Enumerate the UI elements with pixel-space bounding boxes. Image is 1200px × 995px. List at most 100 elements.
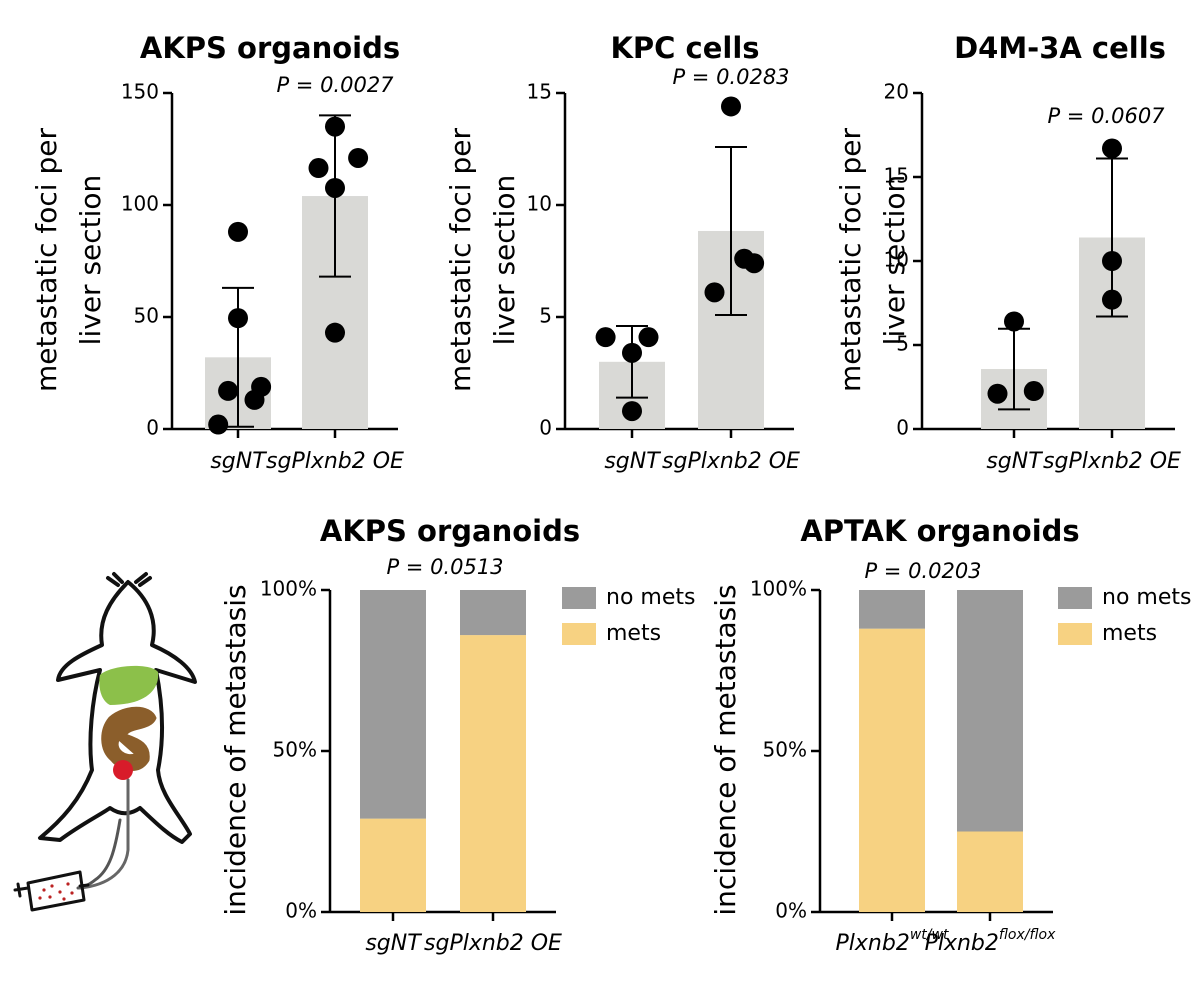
x-tick-label: Plxnb2flox/flox bbox=[925, 927, 1057, 956]
category-superscript: wt/wt bbox=[910, 927, 949, 943]
y-axis-label: incidence of metastasis bbox=[709, 584, 742, 915]
data-point bbox=[208, 414, 229, 435]
bar-segment bbox=[460, 635, 526, 912]
bar-segment bbox=[360, 590, 426, 819]
data-point bbox=[721, 96, 741, 117]
y-tick-label: 0 bbox=[146, 416, 159, 440]
data-point bbox=[218, 380, 239, 401]
data-point bbox=[622, 342, 642, 363]
x-tick-label: Plxnb2wt/wt bbox=[836, 927, 949, 956]
y-tick-label: 0% bbox=[775, 899, 807, 923]
y-tick-label: 50% bbox=[763, 738, 807, 762]
mouse-illustration bbox=[13, 572, 197, 912]
legend-swatch bbox=[1058, 587, 1092, 609]
data-point bbox=[987, 383, 1008, 404]
x-tick-label: sgNT bbox=[986, 449, 1043, 474]
category-name: sgNT bbox=[604, 449, 661, 474]
legend-swatch bbox=[1058, 623, 1092, 645]
bar-segment bbox=[957, 590, 1023, 832]
y-axis-label: liver section bbox=[74, 175, 107, 346]
x-tick-label: sgNT bbox=[604, 449, 661, 474]
y-axis-label: metastatic foci per bbox=[444, 128, 477, 392]
data-point bbox=[228, 308, 248, 329]
bar-segment bbox=[957, 831, 1023, 912]
y-tick-label: 50% bbox=[273, 738, 317, 762]
category-name: sgNT bbox=[365, 931, 422, 956]
legend-swatch bbox=[562, 587, 596, 609]
y-tick-label: 100% bbox=[750, 577, 807, 601]
chart-title: AKPS organoids bbox=[320, 514, 580, 548]
y-tick-label: 0% bbox=[285, 899, 317, 923]
chart-title: AKPS organoids bbox=[140, 31, 400, 65]
y-tick-label: 5 bbox=[896, 332, 909, 356]
y-tick-label: 100 bbox=[121, 192, 159, 216]
y-tick-label: 100% bbox=[260, 577, 317, 601]
legend-label: mets bbox=[606, 621, 661, 646]
legend-label: no mets bbox=[1102, 585, 1191, 610]
y-tick-label: 50 bbox=[134, 304, 159, 328]
category-name: sgPlxnb2 OE bbox=[266, 449, 404, 474]
p-value: P = 0.0283 bbox=[672, 65, 789, 89]
x-tick-label: sgPlxnb2 OE bbox=[662, 449, 800, 474]
chart-title: D4M-3A cells bbox=[954, 31, 1166, 65]
category-superscript: flox/flox bbox=[999, 927, 1056, 943]
x-tick-label: sgPlxnb2 OE bbox=[424, 931, 562, 956]
data-point bbox=[228, 221, 248, 242]
chart-title: APTAK organoids bbox=[800, 514, 1079, 548]
data-point bbox=[1023, 381, 1044, 402]
y-axis-label: metastatic foci per bbox=[834, 128, 867, 392]
y-tick-label: 15 bbox=[884, 164, 909, 188]
x-tick-label: sgPlxnb2 OE bbox=[1043, 449, 1181, 474]
y-axis-label: liver section bbox=[878, 175, 911, 346]
x-tick-label: sgNT bbox=[210, 449, 267, 474]
y-axis-label: incidence of metastasis bbox=[219, 584, 252, 915]
data-point bbox=[1102, 289, 1122, 310]
legend-swatch bbox=[562, 623, 596, 645]
data-point bbox=[1102, 251, 1122, 271]
y-tick-label: 10 bbox=[884, 248, 909, 272]
y-tick-label: 5 bbox=[539, 304, 552, 328]
bar-segment bbox=[859, 590, 925, 629]
y-tick-label: 0 bbox=[539, 416, 552, 440]
data-point bbox=[1004, 311, 1024, 332]
data-point bbox=[704, 282, 725, 303]
category-name: Plxnb2 bbox=[925, 931, 999, 956]
data-point bbox=[325, 177, 345, 198]
y-tick-label: 0 bbox=[896, 416, 909, 440]
data-point bbox=[622, 401, 642, 422]
data-point bbox=[325, 116, 345, 137]
legend-label: mets bbox=[1102, 621, 1157, 646]
y-axis-label: metastatic foci per bbox=[30, 128, 63, 392]
category-name: sgNT bbox=[210, 449, 267, 474]
p-value: P = 0.0513 bbox=[386, 555, 503, 579]
p-value: P = 0.0027 bbox=[276, 73, 394, 97]
y-tick-label: 20 bbox=[884, 80, 909, 104]
category-name: Plxnb2 bbox=[836, 931, 910, 956]
y-tick-label: 10 bbox=[527, 192, 552, 216]
y-tick-label: 150 bbox=[121, 80, 159, 104]
data-point bbox=[638, 327, 659, 348]
data-point bbox=[348, 147, 369, 168]
y-tick-label: 15 bbox=[527, 80, 552, 104]
category-name: sgPlxnb2 OE bbox=[662, 449, 800, 474]
data-point bbox=[1102, 138, 1122, 159]
data-point bbox=[308, 158, 329, 179]
data-point bbox=[595, 327, 616, 348]
category-name: sgPlxnb2 OE bbox=[424, 931, 562, 956]
p-value: P = 0.0607 bbox=[1047, 104, 1165, 128]
data-point bbox=[744, 253, 765, 274]
data-point bbox=[244, 389, 265, 410]
y-axis-label: liver section bbox=[488, 175, 521, 346]
chart-title: KPC cells bbox=[610, 31, 759, 65]
legend-label: no mets bbox=[606, 585, 695, 610]
data-point bbox=[325, 322, 345, 343]
p-value: P = 0.0203 bbox=[864, 559, 981, 583]
bar-segment bbox=[460, 590, 526, 636]
bar-segment bbox=[360, 818, 426, 912]
x-tick-label: sgNT bbox=[365, 931, 422, 956]
x-tick-label: sgPlxnb2 OE bbox=[266, 449, 404, 474]
bar-segment bbox=[859, 628, 925, 912]
category-name: sgPlxnb2 OE bbox=[1043, 449, 1181, 474]
category-name: sgNT bbox=[986, 449, 1043, 474]
